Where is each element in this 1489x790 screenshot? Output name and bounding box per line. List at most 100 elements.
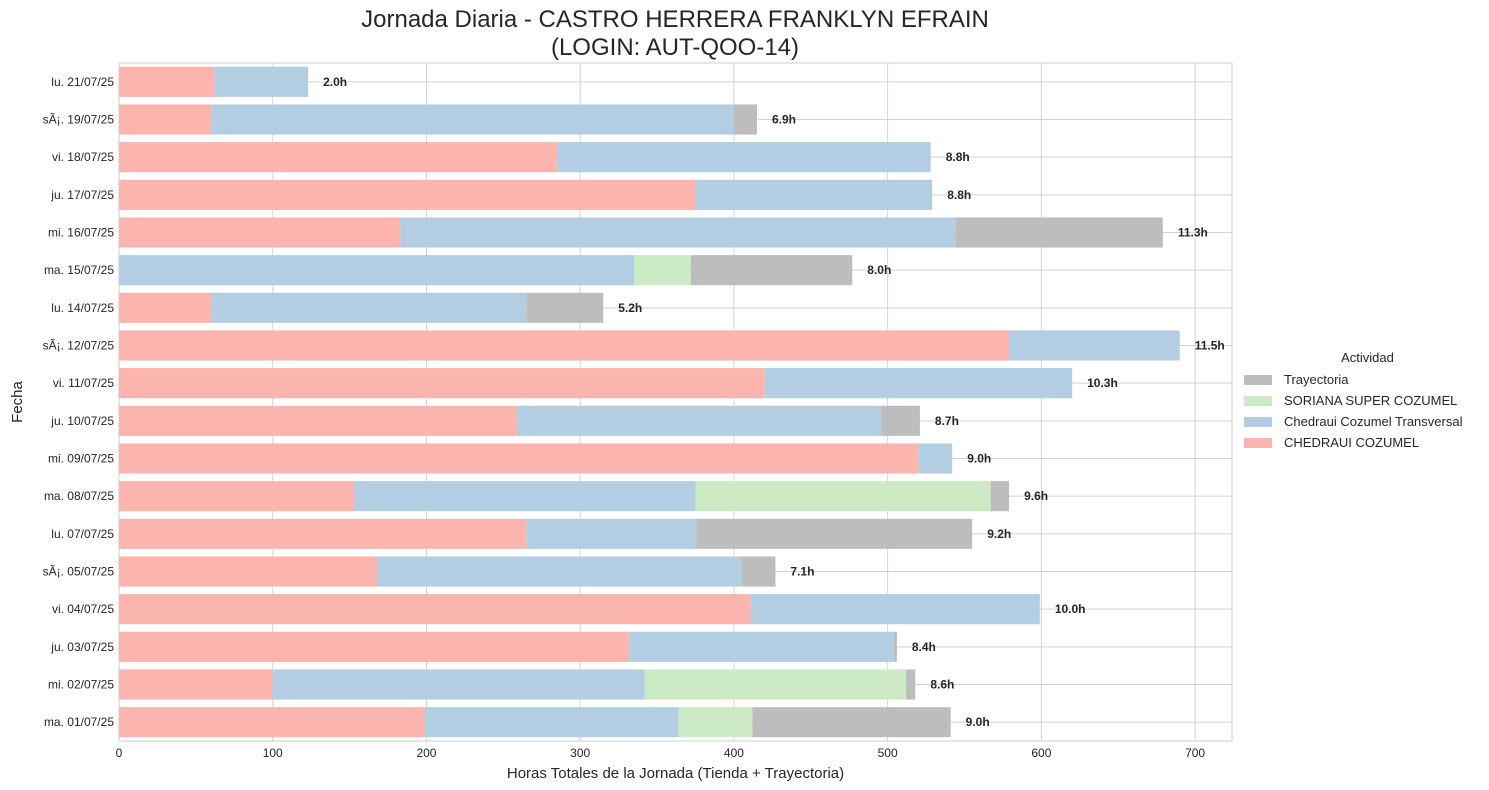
bar-segment — [119, 481, 355, 512]
y-tick-label: mi. 09/07/25 — [48, 452, 114, 466]
x-tick-label: 500 — [878, 746, 898, 760]
y-tick-label: sÃ¡. 19/07/25 — [43, 113, 115, 127]
plot-frame — [118, 62, 1233, 742]
total-label: 8.0h — [867, 263, 891, 277]
bar-segment — [697, 518, 973, 549]
total-label: 10.0h — [1055, 602, 1086, 616]
y-tick-label: ju. 03/07/25 — [50, 640, 114, 654]
bar-segment — [893, 631, 897, 662]
bar-segment — [119, 104, 212, 135]
legend-item: Trayectoria — [1240, 369, 1485, 390]
y-tick-label: vi. 04/07/25 — [52, 602, 114, 616]
bar-segment — [424, 707, 679, 738]
total-label: 9.2h — [987, 527, 1011, 541]
bar-segment — [633, 255, 691, 286]
bar-segment — [918, 443, 953, 474]
bar-segment — [526, 518, 698, 549]
y-tick-label: lu. 07/07/25 — [51, 527, 114, 541]
bar-segment — [752, 707, 951, 738]
legend-swatch — [1244, 437, 1272, 448]
total-label: 9.0h — [967, 452, 991, 466]
bar-segment — [557, 142, 931, 173]
bar-segment — [517, 405, 882, 436]
y-tick-label: ma. 08/07/25 — [44, 489, 114, 503]
total-label: 8.4h — [912, 640, 936, 654]
x-tick-label: 400 — [724, 746, 744, 760]
bar-segment — [733, 104, 757, 135]
x-tick-label: 600 — [1031, 746, 1051, 760]
legend-item: CHEDRAUI COZUMEL — [1240, 432, 1485, 453]
bar-segment — [629, 631, 894, 662]
legend-swatch — [1244, 416, 1272, 427]
y-axis-label: Fecha — [9, 381, 26, 423]
plot-area — [119, 63, 1232, 741]
legend-swatch — [1244, 374, 1272, 385]
bar-segment — [119, 631, 630, 662]
x-axis-label: Horas Totales de la Jornada (Tienda + Tr… — [507, 765, 844, 782]
total-label: 7.1h — [790, 565, 814, 579]
bar-segment — [1009, 330, 1180, 361]
y-tick-label: ma. 15/07/25 — [44, 263, 114, 277]
total-label: 8.7h — [935, 414, 959, 428]
chart-subtitle: (LOGIN: AUT-QOO-14) — [550, 34, 800, 61]
bar-segment — [695, 481, 991, 512]
legend-label: CHEDRAUI COZUMEL — [1284, 435, 1420, 450]
total-label: 2.0h — [323, 75, 347, 89]
total-label: 8.6h — [930, 678, 954, 692]
x-tick-label: 100 — [263, 746, 283, 760]
bar-segment — [906, 669, 916, 700]
total-label: 8.8h — [947, 188, 971, 202]
bar-segment — [119, 556, 378, 587]
bar-segment — [881, 405, 920, 436]
total-label: 11.5h — [1195, 339, 1225, 353]
bar-segment — [119, 518, 527, 549]
bar-segment — [119, 66, 215, 97]
bar-segment — [990, 481, 1010, 512]
total-label: 11.3h — [1178, 226, 1208, 240]
bar-segment — [211, 104, 734, 135]
x-tick-label: 0 — [116, 746, 123, 760]
y-tick-label: vi. 18/07/25 — [52, 150, 114, 164]
bar-segment — [119, 594, 751, 625]
y-tick-label: sÃ¡. 05/07/25 — [43, 565, 115, 579]
legend-swatch — [1244, 395, 1272, 406]
bar-segment — [377, 556, 742, 587]
total-label: 9.0h — [966, 715, 990, 729]
bar-segment — [644, 669, 907, 700]
y-tick-label: vi. 11/07/25 — [53, 376, 114, 390]
bar-segment — [119, 669, 273, 700]
bar-segment — [119, 707, 425, 738]
legend-item: SORIANA SUPER COZUMEL — [1240, 390, 1485, 411]
bar-segment — [119, 179, 696, 210]
total-label: 10.3h — [1087, 376, 1118, 390]
bar-segment — [119, 405, 518, 436]
legend-item: Chedraui Cozumel Transversal — [1240, 411, 1485, 432]
total-label: 8.8h — [946, 150, 970, 164]
bar-segment — [211, 292, 527, 323]
y-tick-label: mi. 16/07/25 — [48, 226, 114, 240]
x-tick-label: 700 — [1185, 746, 1205, 760]
bar-segment — [741, 556, 776, 587]
bar-segment — [119, 292, 212, 323]
y-tick-label: sÃ¡. 12/07/25 — [43, 339, 115, 353]
bar-segment — [214, 66, 309, 97]
x-tick-label: 300 — [570, 746, 590, 760]
bar-segment — [354, 481, 696, 512]
bar-segment — [695, 179, 933, 210]
y-tick-label: lu. 21/07/25 — [51, 75, 114, 89]
bar-segment — [119, 217, 401, 248]
total-label: 5.2h — [618, 301, 642, 315]
y-tick-label: ju. 17/07/25 — [50, 188, 114, 202]
legend-title: Actividad — [1341, 350, 1394, 365]
bar-segment — [690, 255, 853, 286]
legend-items: Trayectoria SORIANA SUPER COZUMEL Chedraui… — [1240, 369, 1485, 453]
bar-segment — [119, 255, 634, 286]
bar-segment — [678, 707, 753, 738]
bar-segment — [764, 368, 1073, 399]
x-tick-label: 200 — [416, 746, 436, 760]
bar-segment — [119, 368, 765, 399]
total-label: 6.9h — [772, 113, 796, 127]
bar-segment — [119, 142, 558, 173]
y-tick-label: ma. 01/07/25 — [44, 715, 114, 729]
bar-segment — [119, 330, 1010, 361]
